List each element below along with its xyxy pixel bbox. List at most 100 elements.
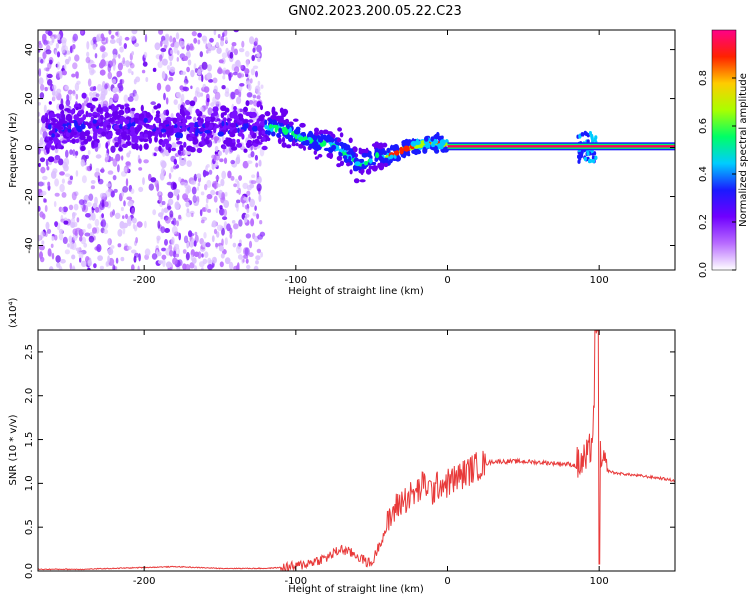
noise-speckle <box>125 161 131 166</box>
noise-speckle <box>199 92 204 97</box>
noise-speckle <box>112 264 116 270</box>
noise-speckle <box>220 178 225 187</box>
noise-speckle <box>164 228 171 233</box>
noise-speckle <box>135 237 139 244</box>
noise-speckle <box>242 258 245 263</box>
noise-speckle <box>182 249 187 254</box>
noise-speckle <box>252 65 259 70</box>
noise-speckle <box>133 42 140 48</box>
noise-speckle <box>93 39 97 44</box>
spectrogram-y-label: Frequency (Hz) <box>8 112 19 188</box>
noise-speckle <box>230 175 235 181</box>
ridge-speckle <box>312 140 319 148</box>
ridge-speckle <box>143 117 148 123</box>
ridge-speckle <box>101 131 106 137</box>
ridge-speckle <box>348 137 353 144</box>
noise-speckle <box>39 137 44 146</box>
noise-speckle <box>108 85 111 92</box>
noise-speckle <box>184 263 191 270</box>
noise-speckle <box>38 42 43 49</box>
noise-speckle <box>213 228 218 235</box>
noise-speckle <box>52 93 56 102</box>
noise-speckle <box>191 30 197 37</box>
noise-speckle <box>158 195 163 203</box>
noise-speckle <box>87 259 92 267</box>
noise-speckle <box>165 216 171 224</box>
noise-speckle <box>232 71 238 76</box>
noise-speckle <box>213 154 217 162</box>
noise-speckle <box>150 101 156 106</box>
noise-speckle <box>96 35 100 42</box>
ridge-speckle <box>75 138 80 144</box>
noise-speckle <box>99 265 104 270</box>
noise-speckle <box>222 75 226 80</box>
ridge-speckle <box>81 92 87 99</box>
spectrogram-y-axis: -40 -20 0 20 40 <box>24 43 675 254</box>
noise-speckle <box>46 73 53 79</box>
ridge-speckle <box>86 122 92 127</box>
noise-speckle <box>158 191 162 197</box>
noise-speckle <box>219 261 224 268</box>
noise-speckle <box>221 170 227 180</box>
ridge-speckle <box>173 158 177 165</box>
ridge-speckle <box>199 127 205 132</box>
ridge-speckle <box>243 106 248 113</box>
noise-speckle <box>163 207 169 213</box>
noise-speckle <box>223 200 230 208</box>
ridge-speckle <box>430 136 435 142</box>
noise-speckle <box>89 86 96 92</box>
ridge-speckle <box>92 111 98 116</box>
noise-speckle <box>226 223 231 232</box>
ridge-speckle <box>195 108 200 115</box>
ridge-speckle <box>271 131 276 137</box>
noise-speckle <box>189 262 195 269</box>
ridge-speckle <box>158 132 163 138</box>
noise-speckle <box>247 83 252 91</box>
ridge-speckle <box>130 130 136 136</box>
ridge-speckle <box>349 169 353 175</box>
noise-speckle <box>117 243 122 248</box>
ridge-speckle <box>76 125 82 132</box>
noise-speckle <box>207 257 212 265</box>
spectrogram-y-tick-label: -20 <box>24 188 35 204</box>
ridge-speckle <box>53 124 60 129</box>
ridge-speckle <box>361 152 368 158</box>
ridge-speckle <box>90 106 94 113</box>
noise-speckle <box>82 229 86 233</box>
colorbar-ticks: 0.0 0.2 0.4 0.6 0.8 <box>698 70 736 278</box>
ridge-speckle <box>375 152 380 159</box>
noise-speckle <box>138 158 142 164</box>
ridge-speckle <box>359 179 366 183</box>
noise-speckle <box>200 191 205 196</box>
ridge-speckle <box>591 155 596 160</box>
noise-speckle <box>185 187 190 196</box>
noise-speckle <box>118 85 124 92</box>
ridge-speckle <box>285 144 292 149</box>
ridge-speckle <box>180 122 187 127</box>
noise-speckle <box>97 255 103 261</box>
noise-speckle <box>231 220 236 224</box>
noise-speckle <box>69 262 73 270</box>
ridge-speckle <box>189 100 196 107</box>
noise-speckle <box>233 30 239 33</box>
noise-speckle <box>167 205 172 210</box>
noise-speckle <box>179 154 182 163</box>
noise-speckle <box>125 60 130 68</box>
ridge-speckle <box>224 107 230 113</box>
ridge-speckle <box>399 148 404 155</box>
noise-speckle <box>154 146 160 152</box>
noise-speckle <box>129 62 135 69</box>
ridge-speckle <box>364 161 368 166</box>
noise-speckle <box>144 248 151 257</box>
ridge-speckle <box>588 131 593 136</box>
ridge-speckle <box>119 116 126 122</box>
ridge-speckle <box>580 132 584 137</box>
noise-speckle <box>161 200 166 206</box>
noise-speckle <box>65 149 69 158</box>
ridge-speckle <box>142 138 149 143</box>
noise-speckle <box>241 40 245 48</box>
noise-speckle <box>44 205 48 212</box>
noise-speckle <box>38 118 41 124</box>
